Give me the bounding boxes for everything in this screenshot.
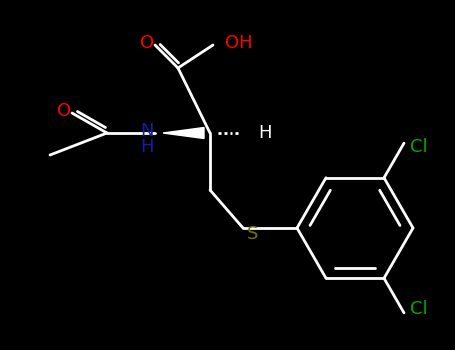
Text: S: S: [248, 225, 259, 243]
Text: H: H: [258, 124, 272, 142]
Text: OH: OH: [225, 34, 253, 52]
Text: O: O: [140, 34, 154, 52]
Text: O: O: [57, 102, 71, 120]
Polygon shape: [163, 127, 204, 139]
Text: N: N: [140, 122, 154, 140]
Text: Cl: Cl: [410, 300, 428, 318]
Text: Cl: Cl: [410, 138, 428, 156]
Text: H: H: [140, 138, 154, 156]
